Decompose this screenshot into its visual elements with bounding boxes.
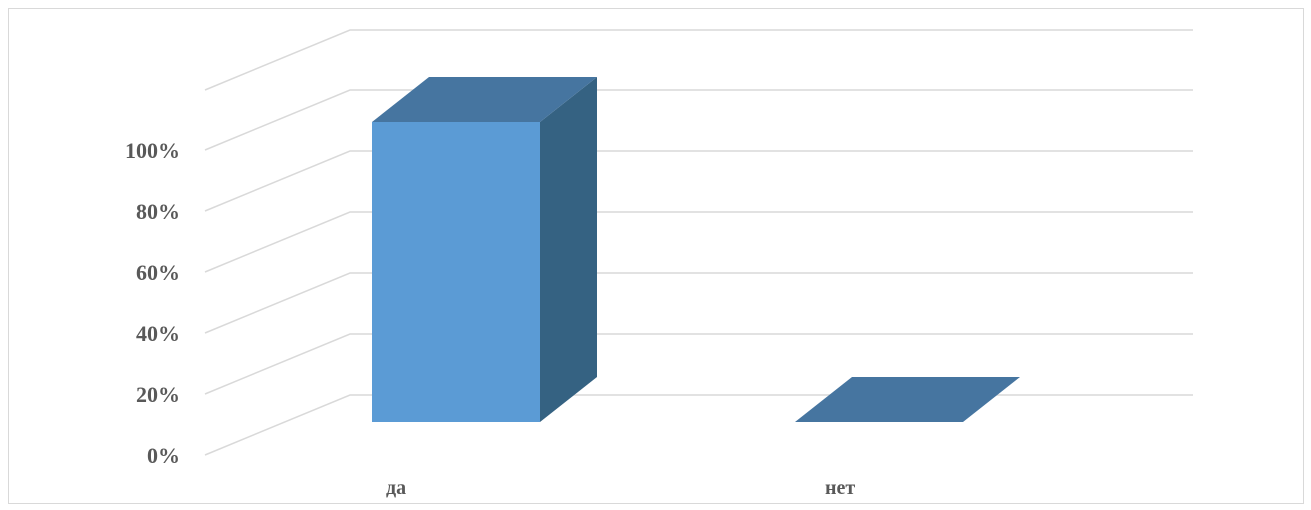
y-tick-label: 100% [125,138,180,163]
bar-front [372,122,540,422]
y-axis-ticks: 0% 20% 40% 60% 80% 100% [125,138,180,468]
bar-top [372,77,597,122]
gridline [204,29,1193,91]
gridlines [204,29,1193,456]
y-tick-label: 0% [147,443,180,468]
gridline [204,211,1193,273]
bar-side [540,77,597,422]
bars [372,77,1020,422]
x-category-label: да [386,477,406,499]
gridline [204,89,1193,151]
gridline [204,272,1193,334]
gridline [204,150,1193,212]
x-axis-categories: да нет [386,477,855,499]
bar-top [795,377,1020,422]
x-category-label: нет [825,477,855,499]
gridline [204,333,1193,395]
bar-2 [795,377,1020,422]
y-tick-label: 60% [136,260,180,285]
bar-1 [372,77,597,422]
gridline [204,394,1193,456]
y-tick-label: 20% [136,382,180,407]
y-tick-label: 40% [136,321,180,346]
y-tick-label: 80% [136,199,180,224]
